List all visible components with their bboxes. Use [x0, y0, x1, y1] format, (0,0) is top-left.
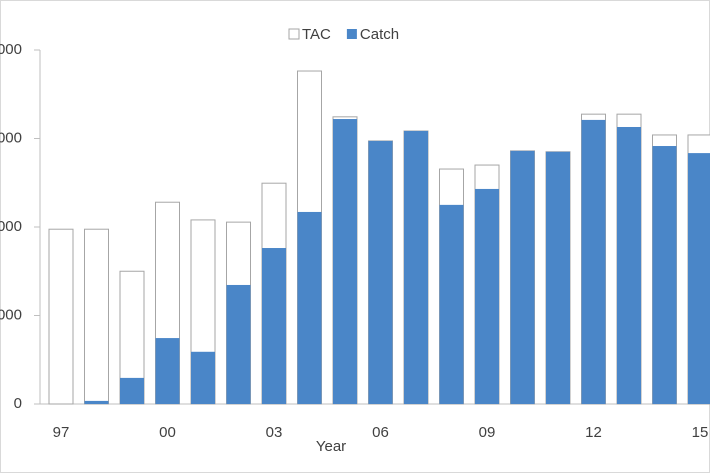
legend-label: TAC: [302, 26, 331, 43]
bar: [84, 228, 109, 405]
y-tick-label: 2000: [0, 306, 22, 323]
bar: [84, 400, 109, 404]
x-axis-label: Year: [316, 438, 346, 455]
bar: [581, 119, 606, 404]
bar: [688, 153, 710, 404]
bar: [546, 151, 570, 404]
bar: [510, 150, 535, 404]
bar: [652, 146, 677, 404]
bar: [368, 140, 393, 404]
y-tick-label: 0: [14, 395, 22, 412]
legend-swatch: [346, 29, 357, 39]
bar: [191, 351, 215, 404]
bar: [617, 126, 641, 405]
bar: [155, 338, 180, 404]
bar: [333, 119, 357, 404]
bar: [404, 130, 428, 405]
x-tick-label: 06: [372, 424, 389, 441]
y-tick-label: 8000: [0, 41, 22, 58]
y-tick-label: 4000: [0, 218, 22, 235]
bar: [475, 188, 499, 404]
bar: [120, 377, 144, 404]
x-tick-label: 15: [692, 424, 709, 441]
x-tick-label: 09: [479, 424, 496, 441]
legend-label: Catch: [360, 26, 399, 43]
legend-swatch: [288, 28, 300, 40]
bar: [262, 248, 286, 404]
x-tick-label: 03: [266, 424, 283, 441]
y-tick-label: 6000: [0, 129, 22, 146]
x-tick-label: 12: [585, 424, 602, 441]
bar: [226, 284, 251, 404]
x-tick-label: 97: [53, 424, 70, 441]
bar: [297, 211, 322, 404]
bar: [439, 204, 464, 404]
x-tick-label: 00: [159, 424, 176, 441]
bar: [48, 228, 74, 405]
